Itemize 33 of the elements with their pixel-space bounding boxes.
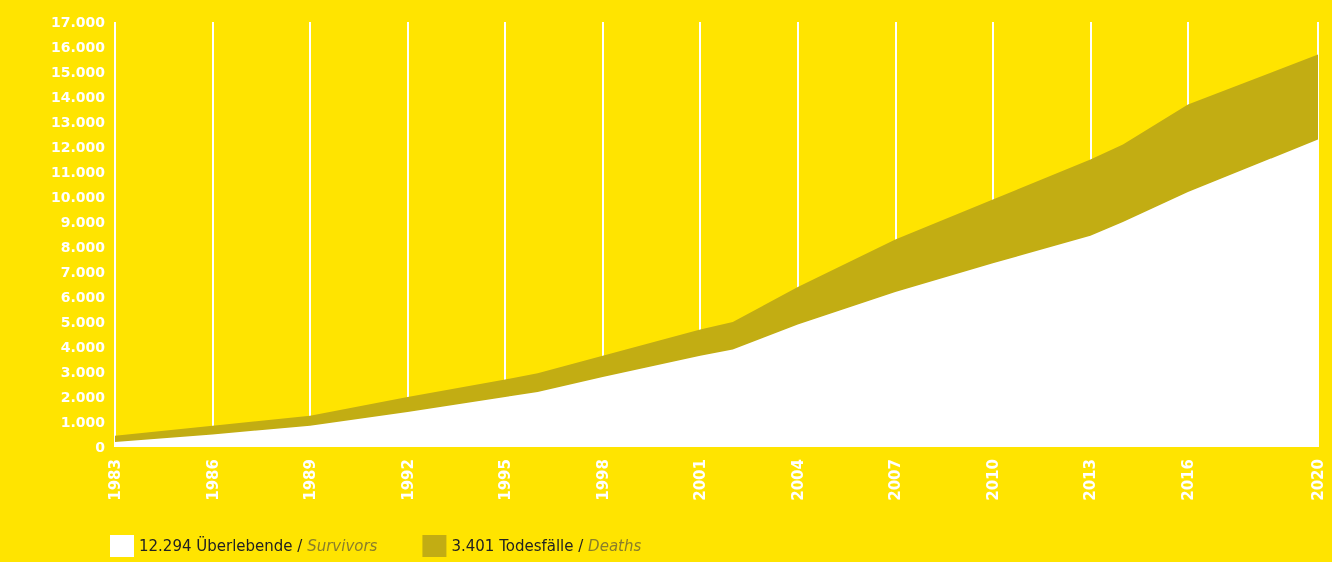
x-tick-label: 2004 [788, 459, 807, 501]
y-tick-label: 3.000 [60, 364, 106, 380]
y-tick-label: 2.000 [60, 389, 106, 405]
y-tick-label: 6.000 [60, 289, 106, 305]
y-tick-label: 10.000 [50, 189, 106, 205]
legend-label: 3.401 Todesfälle / Deaths [451, 537, 642, 555]
legend-label: 12.294 Überlebende / Survivors [139, 536, 378, 555]
x-tick-label: 1992 [398, 459, 417, 501]
x-tick-label: 1989 [301, 459, 320, 501]
x-tick-label: 2020 [1309, 459, 1327, 501]
y-tick-label: 5.000 [60, 314, 106, 330]
x-tick-label: 2007 [886, 459, 905, 501]
y-tick-label: 14.000 [50, 89, 106, 105]
y-tick-label: 16.000 [50, 39, 106, 55]
y-tick-label: 17.000 [50, 14, 106, 30]
x-tick-label: 1995 [496, 459, 515, 501]
y-tick-label: 0 [95, 439, 106, 455]
y-tick-label: 13.000 [50, 114, 106, 130]
y-tick-label: 8.000 [60, 239, 106, 255]
x-tick-label: 2013 [1081, 459, 1100, 501]
y-tick-label: 15.000 [50, 64, 106, 80]
y-tick-label: 7.000 [60, 264, 106, 280]
y-tick-label: 9.000 [60, 214, 106, 230]
x-tick-label: 2016 [1178, 459, 1197, 501]
x-tick-label: 2001 [691, 459, 710, 501]
y-tick-label: 11.000 [50, 164, 106, 180]
x-tick-label: 2010 [983, 459, 1002, 501]
y-tick-label: 4.000 [60, 339, 106, 355]
x-tick-label: 1998 [593, 459, 612, 501]
x-tick-label: 1983 [106, 459, 124, 501]
y-tick-label: 1.000 [60, 414, 106, 430]
y-tick-label: 12.000 [50, 139, 106, 155]
x-tick-label: 1986 [203, 459, 222, 501]
